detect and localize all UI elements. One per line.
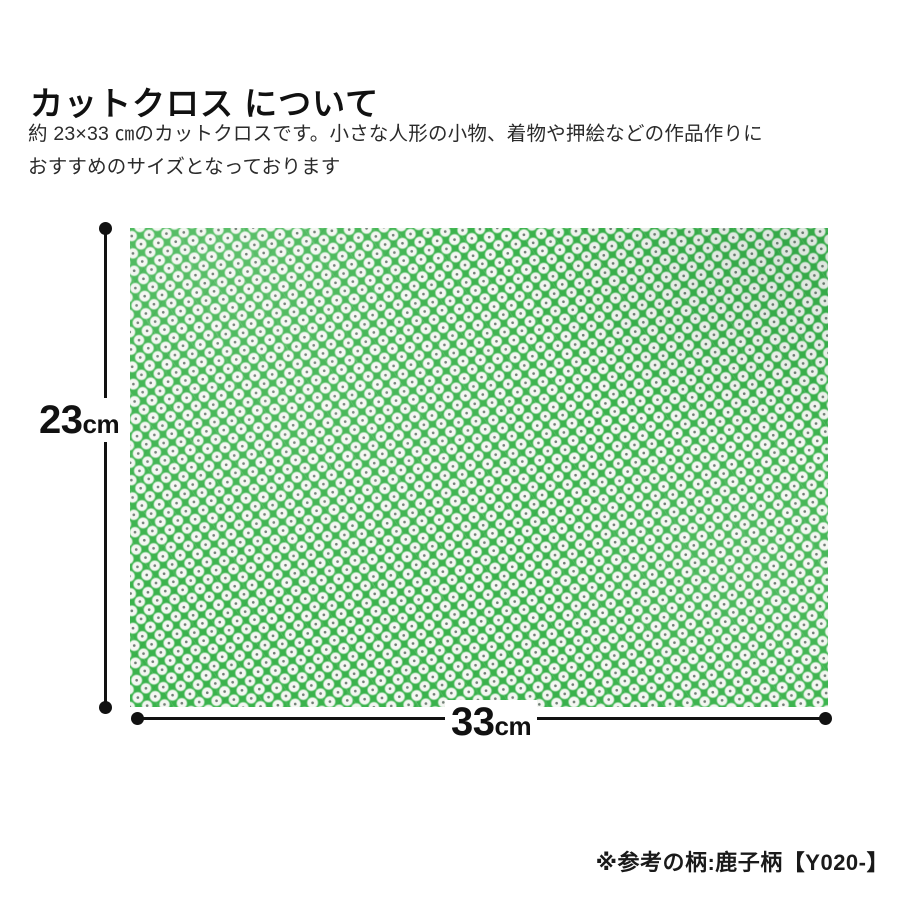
page-title: カットクロス について: [30, 85, 380, 123]
fabric-shading-layer: [130, 228, 828, 707]
description-text: 約 23×33 ㎝のカットクロスです。小さな人形の小物、着物や押絵などの作品作り…: [28, 118, 878, 184]
height-unit: cm: [82, 409, 120, 439]
width-value: 33: [451, 700, 495, 744]
reference-pattern-note: ※参考の柄:鹿子柄【Y020-】: [595, 850, 889, 875]
height-dimension-cap-top: [99, 222, 112, 235]
width-dimension-label: 33cm: [445, 700, 538, 744]
width-dimension-cap-left: [131, 712, 144, 725]
height-dimension-label: 23cm: [36, 398, 123, 442]
width-unit: cm: [494, 711, 532, 741]
height-value: 23: [39, 398, 83, 442]
description-line-2: おすすめのサイズとなっております: [28, 155, 341, 178]
fabric-swatch-image: [130, 228, 828, 707]
width-dimension-cap-right: [819, 712, 832, 725]
height-dimension-line: [104, 228, 107, 708]
description-line-1: 約 23×33 ㎝のカットクロスです。小さな人形の小物、着物や押絵などの作品作り…: [28, 123, 763, 145]
height-dimension-cap-bottom: [99, 701, 112, 714]
